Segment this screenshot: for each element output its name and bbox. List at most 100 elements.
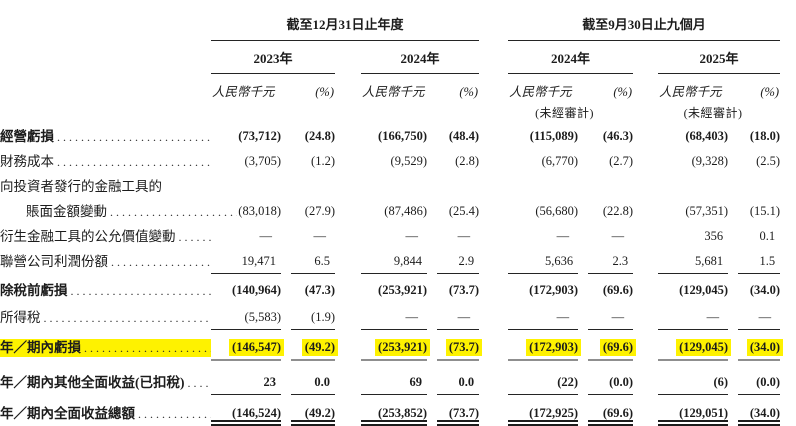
period-group-header-nine-months: 截至9月30日止九個月 bbox=[508, 4, 781, 41]
cell-pct: 2.9 bbox=[427, 249, 480, 274]
column-gap bbox=[479, 124, 508, 149]
cell-pct: 0.0 bbox=[427, 361, 480, 395]
table-row: 財務成本 (3,705) (1.2) (9,529) (2.8) (6,770) (2.7)… bbox=[0, 149, 796, 174]
header-spacer bbox=[0, 104, 211, 124]
cell-pct: (18.0) bbox=[728, 124, 780, 149]
cell-text: 2.9 bbox=[458, 254, 475, 268]
pct-header: (%) bbox=[760, 85, 780, 99]
pct-header: (%) bbox=[613, 85, 633, 99]
pct-header: (%) bbox=[459, 85, 479, 99]
cell-text: — bbox=[706, 310, 720, 324]
cell-value: — bbox=[508, 224, 578, 249]
column-gap bbox=[479, 361, 508, 395]
cell-value: (129,045) bbox=[658, 274, 728, 303]
cell-pct: 0.0 bbox=[281, 361, 335, 395]
column-gap bbox=[335, 74, 361, 104]
column-gap bbox=[335, 274, 361, 303]
row-label: 衍生金融工具的公允價值變動 bbox=[0, 224, 211, 249]
column-gap bbox=[633, 274, 658, 303]
cell-pct: 0.1 bbox=[728, 224, 780, 249]
cell-text: (172,903) bbox=[526, 339, 582, 356]
year-header-2023: 2023年 bbox=[211, 41, 335, 74]
spacer bbox=[211, 104, 335, 124]
cell-text: (73.7) bbox=[448, 406, 480, 420]
cell-value bbox=[658, 174, 728, 199]
cell-text: (2.8) bbox=[455, 154, 480, 168]
cell-text: (56,680) bbox=[535, 204, 579, 218]
column-gap bbox=[335, 361, 361, 395]
cell-value: (57,351) bbox=[658, 199, 728, 224]
cell-value: (9,328) bbox=[658, 149, 728, 174]
cell-pct: (49.2) bbox=[281, 395, 335, 426]
cell-text: (73.7) bbox=[448, 283, 480, 297]
cell-text: (25.4) bbox=[448, 204, 480, 218]
cell-pct: (69.6) bbox=[578, 395, 634, 426]
column-gap bbox=[479, 274, 508, 303]
table-body: 經營虧損 (73,712) (24.8) (166,750) (48.4) (115,08… bbox=[0, 124, 796, 426]
cell-value: — bbox=[361, 303, 427, 330]
cell-text: (83,018) bbox=[238, 204, 281, 218]
column-gap bbox=[479, 41, 508, 74]
cell-text: — bbox=[405, 229, 419, 243]
dot-leader bbox=[71, 283, 212, 299]
right-pad bbox=[780, 74, 796, 104]
dot-leader bbox=[138, 406, 211, 422]
table-row: 除稅前虧損 (140,964) (47.3) (253,921) (73.7) (172,… bbox=[0, 274, 796, 303]
column-gap bbox=[479, 149, 508, 174]
dot-leader bbox=[57, 154, 211, 170]
cell-text: — bbox=[457, 229, 471, 243]
cell-text: 2.3 bbox=[612, 254, 629, 268]
cell-value: 9,844 bbox=[361, 249, 427, 274]
cell-value: (253,852) bbox=[361, 395, 427, 426]
cell-pct: (73.7) bbox=[427, 395, 480, 426]
dot-leader bbox=[111, 254, 211, 270]
cell-text: (69.6) bbox=[602, 406, 634, 420]
financial-summary-table: 截至12月31日止年度 截至9月30日止九個月 2023年 2024年 2024… bbox=[0, 4, 796, 426]
cell-text: (172,925) bbox=[529, 406, 579, 420]
header-spacer bbox=[0, 4, 211, 41]
cell-text: (34.0) bbox=[746, 339, 784, 356]
row-label-text: 年／期內其他全面收益(已扣稅) bbox=[0, 375, 185, 391]
cell-text: (57,351) bbox=[685, 204, 729, 218]
cell-text: — bbox=[259, 229, 273, 243]
cell-text: (253,921) bbox=[375, 339, 430, 356]
cell-value: (83,018) bbox=[211, 199, 281, 224]
table-row: 向投資者發行的金融工具的 bbox=[0, 174, 796, 199]
column-gap bbox=[633, 124, 658, 149]
unit-header: 人民幣千元 bbox=[212, 85, 275, 99]
period-group-row: 截至12月31日止年度 截至9月30日止九個月 bbox=[0, 4, 796, 41]
cell-pct: (73.7) bbox=[427, 330, 483, 361]
right-pad bbox=[780, 104, 796, 124]
row-label: 年／期內其他全面收益(已扣稅) bbox=[0, 361, 211, 395]
column-gap bbox=[335, 224, 361, 249]
cell-text: (24.8) bbox=[304, 129, 335, 143]
right-pad bbox=[780, 249, 796, 274]
unit-header-row: 人民幣千元 (%) 人民幣千元 (%) 人民幣千元 (%) 人民幣千元 (%) bbox=[0, 74, 796, 104]
dot-leader bbox=[179, 229, 212, 245]
cell-text: (34.0) bbox=[749, 406, 781, 420]
cell-pct: (48.4) bbox=[427, 124, 479, 149]
cell-text: (34.0) bbox=[749, 283, 781, 297]
cell-text: 6.5 bbox=[314, 254, 330, 268]
row-label-text: 衍生金融工具的公允價值變動 bbox=[0, 229, 176, 245]
cell-value: (87,486) bbox=[361, 199, 427, 224]
column-gap bbox=[479, 199, 508, 224]
pct-header: (%) bbox=[315, 85, 334, 99]
column-gap bbox=[479, 74, 508, 104]
cell-value: (253,921) bbox=[361, 274, 427, 303]
table-row: 衍生金融工具的公允價值變動 — — — — — — 356 0.1 bbox=[0, 224, 796, 249]
cell-text: 5,636 bbox=[544, 254, 574, 268]
row-label: 所得稅 bbox=[0, 303, 211, 330]
table-row: 所得稅 (5,583) (1.9) — — — — — — bbox=[0, 303, 796, 330]
cell-value: (5,583) bbox=[211, 303, 281, 330]
cell-text: (18.0) bbox=[749, 129, 781, 143]
cell-pct: (15.1) bbox=[728, 199, 780, 224]
cell-text: (166,750) bbox=[378, 129, 427, 143]
cell-pct bbox=[728, 174, 780, 199]
cell-text: (22) bbox=[557, 375, 579, 389]
row-label: 賬面金額變動 bbox=[0, 199, 211, 224]
right-pad bbox=[780, 41, 796, 74]
cell-value: (22) bbox=[508, 361, 579, 395]
dot-leader bbox=[110, 204, 237, 220]
column-gap bbox=[479, 104, 508, 124]
